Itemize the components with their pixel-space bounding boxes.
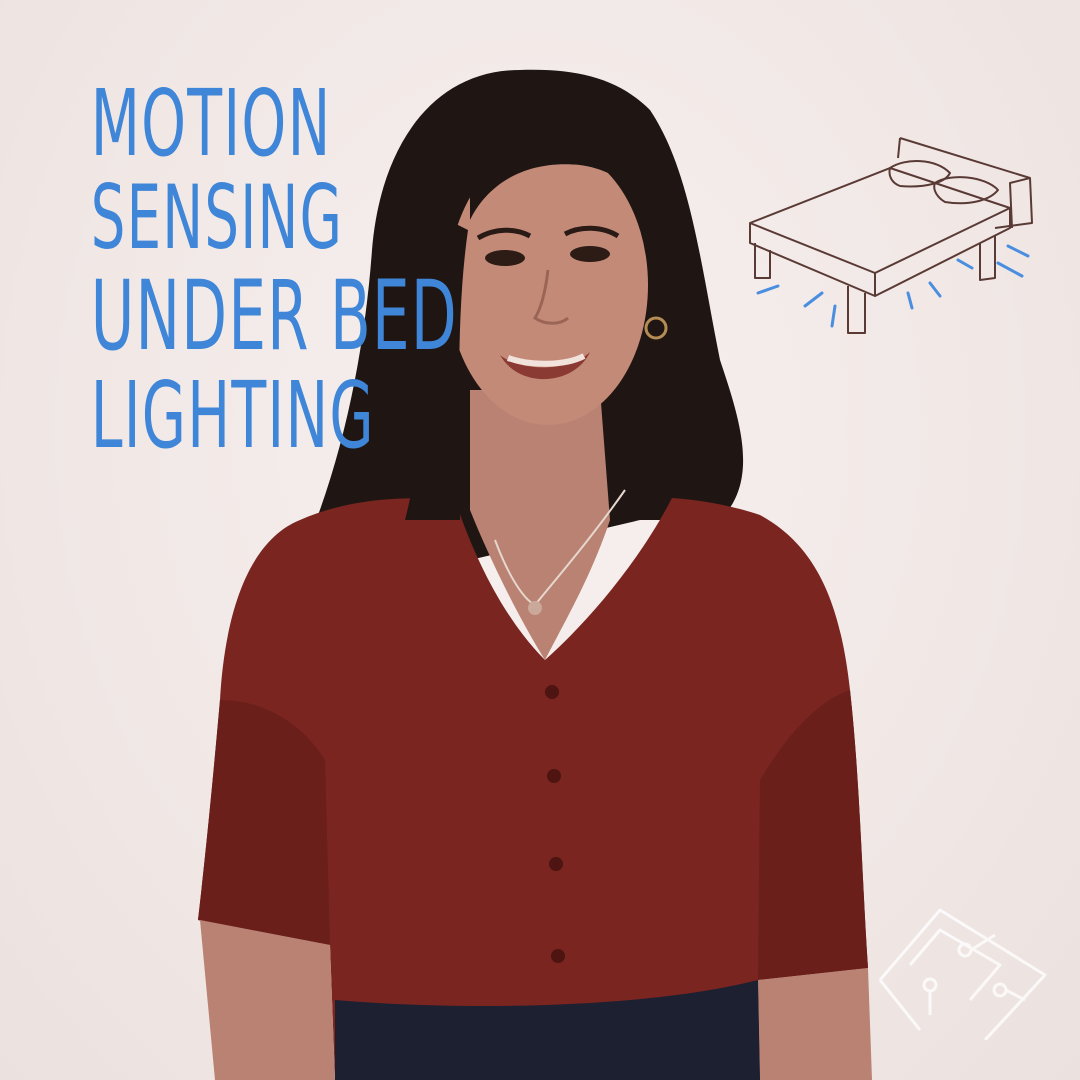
face: [448, 145, 648, 425]
shirt: [198, 498, 868, 1080]
circuit-board-watermark-icon: [878, 908, 1047, 1040]
title-line-1: MOTION: [90, 70, 332, 177]
title-line-4: LIGHTING: [90, 362, 375, 469]
video-title: MOTION SENSING UNDER BED LIGHTING: [28, 70, 458, 469]
neck-skin: [470, 390, 610, 660]
title-line-2: SENSING: [90, 166, 344, 269]
bed-icon: [749, 137, 1033, 334]
title-line-3: UNDER BED: [90, 260, 458, 372]
